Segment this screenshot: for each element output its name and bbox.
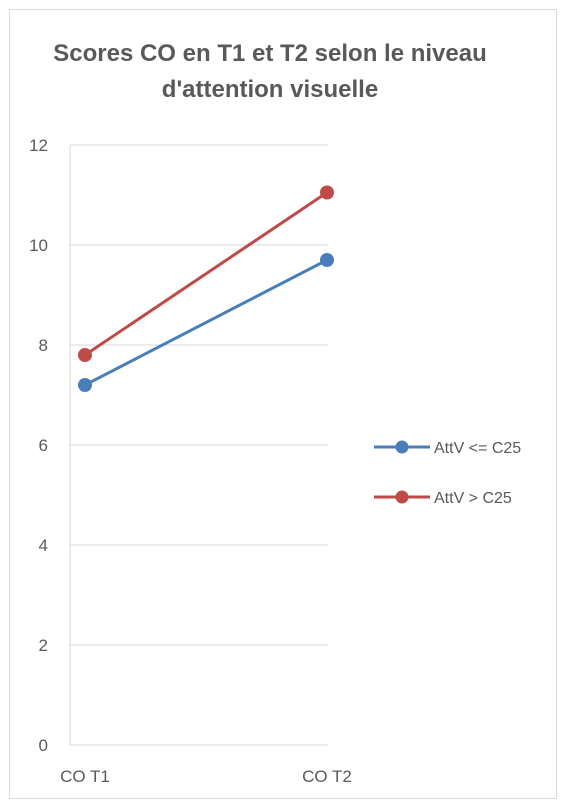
x-tick-label-0: CO T1 (60, 767, 110, 786)
y-tick-label-2: 4 (39, 536, 48, 555)
legend-label-0: AttV <= C25 (434, 440, 521, 457)
legend-label-1: AttV > C25 (434, 490, 512, 507)
x-tick-label-1: CO T2 (302, 767, 352, 786)
y-tick-label-4: 8 (39, 336, 48, 355)
data-point-1-0 (78, 348, 92, 362)
legend-marker-0 (395, 440, 409, 454)
data-point-0-0 (78, 378, 92, 392)
legend-marker-1 (395, 490, 409, 504)
data-point-1-1 (320, 185, 334, 200)
y-tick-label-1: 2 (39, 636, 48, 655)
series-line-1 (83, 191, 329, 357)
data-point-0-1 (320, 253, 334, 267)
series-line-0 (83, 258, 329, 387)
y-tick-label-6: 12 (29, 136, 48, 155)
chart-title: Scores CO en T1 et T2 selon le niveau d'… (53, 40, 487, 103)
y-tick-label-3: 6 (39, 436, 48, 455)
y-tick-label-5: 10 (29, 236, 48, 255)
chart-area (9, 9, 557, 799)
y-tick-label-0: 0 (39, 736, 48, 755)
